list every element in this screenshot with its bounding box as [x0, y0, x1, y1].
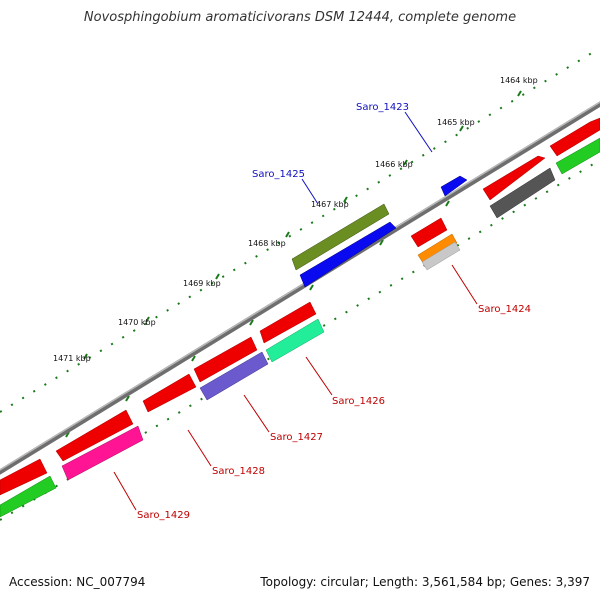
- tick-label: 1470 kbp: [118, 318, 156, 327]
- gene-label[interactable]: Saro_1427: [270, 432, 323, 443]
- gene-arrow[interactable]: [0, 458, 48, 496]
- tick-labels: 1464 kbp 1465 kbp 1466 kbp 1467 kbp 1468…: [53, 76, 538, 363]
- gene-arrow[interactable]: [417, 233, 458, 264]
- tick-label: 1469 kbp: [183, 279, 221, 288]
- gene-label[interactable]: Saro_1423: [356, 102, 409, 113]
- gene-label[interactable]: Saro_1425: [252, 169, 305, 180]
- tick-label: 1466 kbp: [375, 160, 413, 169]
- major-ticks: [83, 90, 522, 360]
- gene-arrow[interactable]: [0, 475, 57, 518]
- gene-arrow[interactable]: [291, 203, 390, 271]
- gene-arrow[interactable]: [61, 425, 144, 481]
- map-title: Novosphingobium aromaticivorans DSM 1244…: [83, 10, 517, 25]
- gene-label[interactable]: Saro_1426: [332, 396, 385, 407]
- tick-label: 1464 kbp: [500, 76, 538, 85]
- gene-arrow[interactable]: [55, 409, 134, 462]
- tick-label: 1468 kbp: [248, 239, 286, 248]
- tick-label: 1467 kbp: [311, 200, 349, 209]
- gene-labels: Saro_1423 Saro_1425 Saro_1424 Saro_1426 …: [137, 102, 531, 521]
- gene-label[interactable]: Saro_1428: [212, 466, 265, 477]
- gene-arrow[interactable]: [410, 217, 448, 248]
- gene-arrow[interactable]: [265, 318, 325, 363]
- tick-label: 1465 kbp: [437, 118, 475, 127]
- tick-label: 1471 kbp: [53, 354, 91, 363]
- gene-arrow[interactable]: [555, 137, 600, 175]
- gene-label[interactable]: Saro_1429: [137, 510, 190, 521]
- gene-arrow[interactable]: [142, 373, 197, 413]
- reverse-cds-track: [0, 137, 600, 518]
- gene-arrow[interactable]: [482, 155, 546, 201]
- gene-arrow[interactable]: [421, 241, 461, 271]
- gene-arrow[interactable]: [259, 301, 317, 344]
- inner-ticks: [65, 200, 450, 438]
- accession-text: Accession: NC_007794: [9, 575, 146, 589]
- gene-arrow[interactable]: [489, 167, 556, 219]
- gene-arrow[interactable]: [199, 351, 269, 401]
- gene-arrow[interactable]: [549, 117, 600, 157]
- backbone: [0, 101, 600, 475]
- gene-arrow[interactable]: [193, 336, 258, 383]
- genome-summary-text: Topology: circular; Length: 3,561,584 bp…: [260, 575, 590, 589]
- callout-lines: [113, 111, 478, 511]
- gene-arrow[interactable]: [440, 175, 468, 197]
- forward-cds-track: [0, 117, 600, 496]
- gene-arrow[interactable]: [299, 221, 397, 288]
- gene-label[interactable]: Saro_1424: [478, 304, 531, 315]
